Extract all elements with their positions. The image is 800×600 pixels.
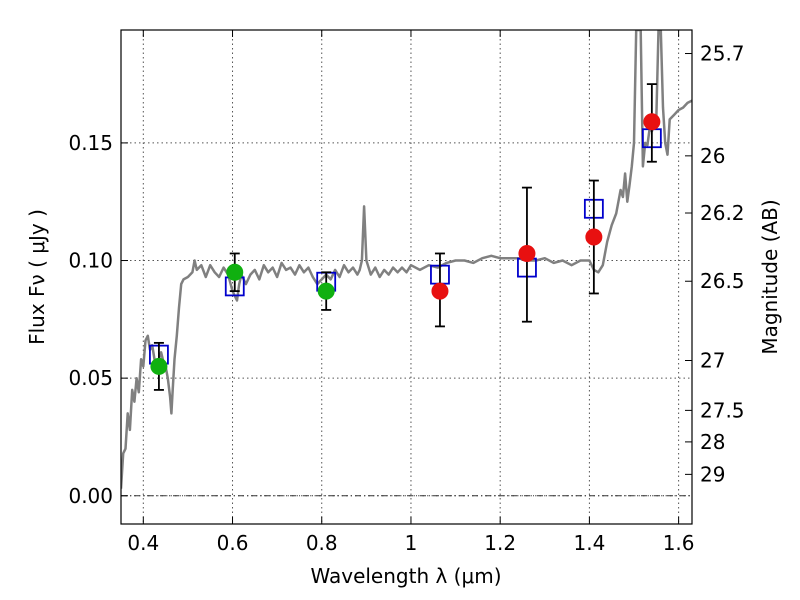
y-right-tick-label: 27 [700,349,725,373]
green-data-point [226,263,244,281]
red-data-point [585,228,603,246]
x-tick-label: 1.2 [484,531,516,555]
plot-data [121,30,692,497]
red-data-point [643,113,661,131]
y-right-tick-label: 26.2 [700,201,745,225]
model-spectrum-line [121,30,692,489]
plot-frame [120,29,693,525]
y-right-tick-label: 27.5 [700,398,745,422]
y-axis-right-title: Magnitude (AB) [758,199,782,354]
x-tick-label: 1.6 [663,531,695,555]
red-data-point [431,282,449,300]
y-right-tick-label: 29 [700,462,725,486]
x-tick-label: 0.8 [306,531,338,555]
y-right-tick-label: 26.5 [700,269,745,293]
y-tick-label: 0.10 [68,249,113,273]
x-tick-label: 0.4 [127,531,159,555]
x-tick-label: 0.6 [217,531,249,555]
x-axis-title: Wavelength λ (μm) [310,564,501,588]
y-right-tick-label: 28 [700,430,725,454]
x-tick-label: 1 [405,531,418,555]
y-tick-label: 0.00 [68,484,113,508]
red-data-point [518,244,536,262]
y-axis-title: Flux Fν ( μJy ) [25,209,49,345]
x-tick-label: 1.4 [573,531,605,555]
axis-ticks: 0.4 0.6 0.8 1 1.2 1.4 1.6 0.00 0.05 0.10 0.15 25.7 2… [68,30,745,555]
green-data-point [317,282,335,300]
y-right-tick-label: 26 [700,144,725,168]
y-tick-label: 0.05 [68,366,113,390]
y-tick-label: 0.15 [68,131,113,155]
green-data-point [150,357,168,375]
y-right-tick-label: 25.7 [700,42,745,66]
